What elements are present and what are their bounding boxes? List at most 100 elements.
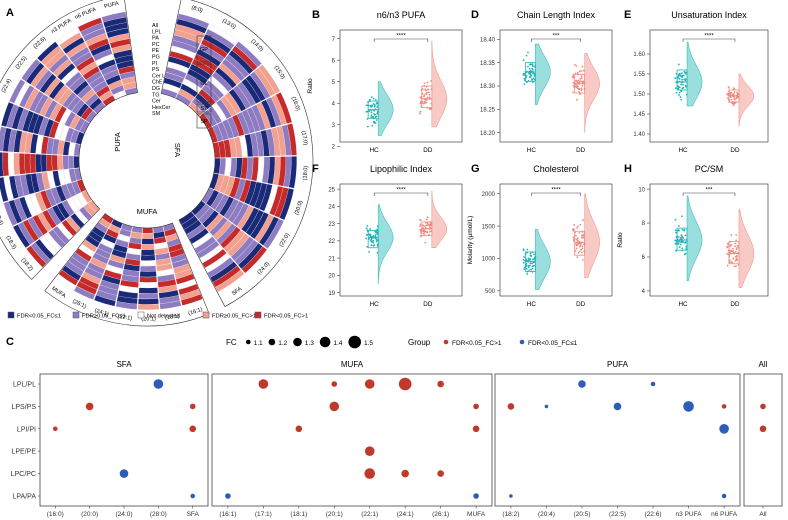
data-point xyxy=(428,107,431,110)
data-point xyxy=(525,258,528,261)
data-point xyxy=(728,259,731,262)
legend-label: FDR<0.05_FC>1 xyxy=(264,314,308,320)
heatmap-cell xyxy=(52,138,60,155)
data-point xyxy=(680,240,683,242)
class-label: All xyxy=(152,23,158,29)
heatmap-cell xyxy=(202,210,219,228)
data-point xyxy=(727,92,730,95)
heatmap-cell xyxy=(8,129,17,152)
data-point xyxy=(376,252,379,254)
data-point xyxy=(527,79,530,82)
y-tick-label: 1.50 xyxy=(633,92,645,98)
heatmap-cell xyxy=(13,153,20,175)
data-point xyxy=(428,96,431,99)
heatmap-cell xyxy=(170,253,187,263)
data-point xyxy=(376,230,379,232)
data-point xyxy=(679,236,682,239)
heatmap-cell xyxy=(191,58,215,76)
data-point xyxy=(729,244,732,247)
data-point xyxy=(528,264,531,267)
heatmap-cell xyxy=(14,198,27,221)
data-point xyxy=(578,88,581,90)
heatmap-cell xyxy=(158,284,178,293)
legend-swatch xyxy=(137,311,145,319)
col-label: (18:2) xyxy=(502,511,519,518)
heatmap-cell xyxy=(207,126,218,143)
heatmap-cell xyxy=(49,121,60,139)
class-label: LPL xyxy=(152,29,162,35)
heatmap-cell xyxy=(94,295,116,307)
heatmap-cell xyxy=(244,180,257,205)
plot-frame xyxy=(499,183,613,297)
segment-label: (26:1) xyxy=(71,299,87,311)
data-point xyxy=(376,228,379,231)
heatmap-cell xyxy=(45,50,66,70)
data-point xyxy=(678,78,681,80)
dot-point xyxy=(331,381,338,387)
inner-label-pufa: PUFA xyxy=(113,132,122,152)
data-point xyxy=(426,224,429,227)
heatmap-cell xyxy=(30,134,39,154)
col-label: (20:1) xyxy=(326,511,343,518)
data-point xyxy=(365,110,368,113)
data-point xyxy=(572,75,575,78)
data-point xyxy=(426,96,429,99)
heatmap-cell xyxy=(232,114,245,136)
col-label: (22:6) xyxy=(645,511,662,518)
data-point xyxy=(421,88,424,90)
heatmap-cell xyxy=(30,242,50,264)
dot-point xyxy=(364,468,376,479)
data-point xyxy=(375,231,378,234)
facet-sfa: SFA (16:0) (20:0) (24:0) (28:0) SFA xyxy=(39,360,209,518)
data-point xyxy=(730,234,733,236)
heatmap-cell xyxy=(109,254,126,264)
data-point xyxy=(728,251,730,254)
panel-letter-e: E xyxy=(624,9,631,21)
heatmap-cell xyxy=(283,156,292,188)
data-point xyxy=(418,112,421,115)
data-point xyxy=(426,231,428,234)
heatmap-cell xyxy=(80,22,104,37)
heatmap-cell xyxy=(271,127,281,156)
heatmap-cell xyxy=(85,110,97,123)
data-point xyxy=(579,244,582,247)
data-point xyxy=(522,74,525,76)
heatmap-cell xyxy=(165,233,179,242)
panel-a-circular-heatmap: (8:0)(13:0)(14:0)(15:0)(16:0)(17:0)(18:0… xyxy=(0,0,314,327)
heatmap-cell xyxy=(156,268,174,277)
data-point xyxy=(529,63,532,66)
data-point xyxy=(728,86,730,89)
data-point xyxy=(420,96,423,99)
legend-label: FDR≥0.05_FC>1 xyxy=(212,314,256,320)
data-point xyxy=(420,100,422,103)
heatmap-cell xyxy=(50,187,62,205)
heatmap-cell xyxy=(186,224,206,239)
class-label: SM xyxy=(152,111,161,117)
data-point xyxy=(371,115,374,118)
heatmap-cell xyxy=(74,117,86,132)
data-point xyxy=(575,65,578,67)
data-point xyxy=(674,242,677,245)
heatmap-cell xyxy=(228,138,237,158)
heatmap-cell xyxy=(35,239,54,260)
heatmap-cell xyxy=(76,56,95,72)
heatmap-cell xyxy=(124,87,138,96)
heatmap-cell xyxy=(169,248,185,258)
heatmap-cell xyxy=(218,140,226,158)
data-point xyxy=(726,93,728,95)
heatmap-cell xyxy=(197,240,220,259)
data-point xyxy=(523,83,526,85)
heatmap-cell xyxy=(39,97,53,117)
heatmap-cell xyxy=(85,93,99,107)
data-point xyxy=(430,222,433,225)
dot-point xyxy=(683,401,694,412)
data-point xyxy=(582,82,585,85)
heatmap-cell xyxy=(44,77,61,97)
data-point xyxy=(526,70,528,73)
heatmap-cell xyxy=(82,239,98,253)
segment-label: (20:1) xyxy=(141,316,156,322)
row-label: LPC/PC xyxy=(11,471,36,478)
heatmap-cell xyxy=(231,236,254,261)
heatmap-cell xyxy=(176,273,195,285)
heatmap-cell xyxy=(267,156,275,185)
